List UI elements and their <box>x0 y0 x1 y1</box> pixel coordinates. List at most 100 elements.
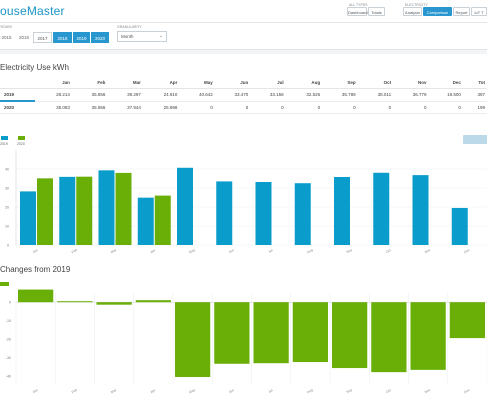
top-bar: ouseMaster ALL TYPES Dashboard Totals EL… <box>0 0 487 23</box>
year-option-2018[interactable]: 2018 <box>53 32 72 43</box>
granularity-select[interactable]: Month ⌄ <box>117 31 167 42</box>
table-cell: 28.214 <box>35 88 72 102</box>
y-tick-label: 40 <box>5 168 9 172</box>
x-tick-label: Feb <box>71 248 78 254</box>
x-tick-label: Nov <box>424 248 431 255</box>
table-header: Mar <box>107 77 143 89</box>
y-tick-label: -20 <box>6 338 11 342</box>
bar-2020 <box>37 178 53 245</box>
report-button[interactable]: Report <box>453 7 470 16</box>
table-cell: 0 <box>428 101 463 114</box>
table-cell: 0 <box>179 101 215 114</box>
year-option-2020[interactable]: 2020 <box>91 32 109 43</box>
bar-2019 <box>177 167 193 245</box>
table-cell: 199 <box>462 101 487 114</box>
bar-2019 <box>20 191 36 245</box>
change-bar <box>332 302 368 369</box>
table-header: May <box>179 77 215 89</box>
y-tick-label: 20 <box>5 206 9 210</box>
x-tick-label: Aug <box>306 248 313 255</box>
y-tick-label: -40 <box>6 374 11 378</box>
table-header: Aug <box>285 77 323 89</box>
table-cell: 24.910 <box>142 88 180 102</box>
x-tick-label: Sep <box>346 388 353 395</box>
bar-2019 <box>255 181 272 245</box>
usage-bar-chart: 40 30 20 10 0 Jan Feb Mar Apr May Jun Jul Aug Sep Oct N… <box>5 150 487 255</box>
table-header: Nov <box>393 77 429 89</box>
x-tick-label: Nov <box>424 388 431 395</box>
table-cell: 0 <box>357 101 394 114</box>
year-option-2015[interactable]: 2015 <box>1 35 12 40</box>
comparison-button[interactable]: Comparison <box>423 7 452 16</box>
change-bar <box>175 302 211 377</box>
table-cell: 33.158 <box>250 88 286 102</box>
row-year: 2019 <box>0 88 36 102</box>
y-tick-label: 10 <box>5 225 9 229</box>
bar-2020 <box>115 172 132 245</box>
chart-option-button[interactable] <box>463 135 487 144</box>
bar-2019 <box>137 197 154 245</box>
table-header: Feb <box>71 77 108 89</box>
x-tick-label: Dec <box>463 248 470 255</box>
legend-label-2020[interactable]: 2020 <box>17 142 25 146</box>
year-option-2017[interactable]: 2017 <box>33 32 52 43</box>
bar-2019 <box>98 170 115 245</box>
x-tick-label: May <box>188 248 196 255</box>
analysis-button[interactable]: Analysis <box>403 7 422 16</box>
table-header: Apr <box>142 77 180 89</box>
table-cell: 0 <box>322 101 358 114</box>
table-cell: 397 <box>462 88 487 102</box>
x-tick-label: Jul <box>268 248 274 254</box>
table-cell: 35.856 <box>71 88 108 102</box>
x-tick-label: Mar <box>110 248 118 255</box>
x-tick-label: May <box>188 388 196 395</box>
bar-2019 <box>59 176 76 245</box>
bar-2019 <box>216 181 233 245</box>
usage-section-title: Electricity Use kWh <box>0 63 69 72</box>
table-cell: 35.956 <box>71 101 108 114</box>
year-option-2019[interactable]: 2019 <box>73 32 90 43</box>
y-tick-label: 0 <box>7 244 9 248</box>
changes-bar-chart: 0 -10 -20 -30 -40 Jan Feb Mar Apr May Jun Jul Aug Sep… <box>6 289 487 395</box>
change-bar <box>410 302 446 370</box>
table-header-corner <box>0 77 36 89</box>
table-row[interactable]: 2019 28.214 35.856 39.297 24.910 40.642 … <box>0 88 487 102</box>
all-types-label: ALL TYPES <box>349 3 368 7</box>
bar-2019 <box>373 172 390 245</box>
change-bar <box>214 302 250 364</box>
table-cell: 25.998 <box>142 101 180 114</box>
change-bar <box>57 301 93 303</box>
bar-2020 <box>76 176 93 245</box>
table-header: Jan <box>35 77 72 89</box>
legend-label-2019[interactable]: 2019 <box>0 142 8 146</box>
y-tick-label: -10 <box>6 319 11 323</box>
table-cell: 0 <box>214 101 251 114</box>
change-bar <box>371 302 407 373</box>
change-bar <box>449 302 485 339</box>
totals-button[interactable]: Totals <box>368 7 385 16</box>
year-option-2016[interactable]: 2016 <box>18 35 29 40</box>
table-cell: 38.011 <box>357 88 394 102</box>
table-cell: 0 <box>285 101 323 114</box>
dashboard-button[interactable]: Dashboard <box>347 7 368 16</box>
x-tick-label: Apr <box>150 248 157 255</box>
table-header: Sep <box>322 77 358 89</box>
filter-bar: YEARS 2015 2016 2017 2018 2019 2020 GRAN… <box>0 23 487 50</box>
bar-2020 <box>154 195 171 245</box>
bar-2019 <box>294 183 311 245</box>
x-tick-label: Jun <box>228 388 235 394</box>
change-bar <box>135 300 171 303</box>
table-cell: 0 <box>250 101 286 114</box>
x-tick-label: Oct <box>385 388 392 394</box>
table-row[interactable]: 2020 35.083 35.956 37.944 25.998 0 0 0 0… <box>0 101 487 114</box>
bar-2019 <box>334 177 350 245</box>
row-year: 2020 <box>0 101 36 114</box>
x-tick-label: Jul <box>268 388 274 394</box>
legend-swatch-2019 <box>1 136 8 140</box>
iot-button[interactable]: IoT T <box>471 7 487 16</box>
table-cell: 36.779 <box>393 88 429 102</box>
x-tick-label: Jan <box>32 248 39 254</box>
electricity-label: ELECTRICITY <box>405 3 428 7</box>
table-cell: 33.470 <box>214 88 251 102</box>
table-cell: 35.789 <box>322 88 358 102</box>
